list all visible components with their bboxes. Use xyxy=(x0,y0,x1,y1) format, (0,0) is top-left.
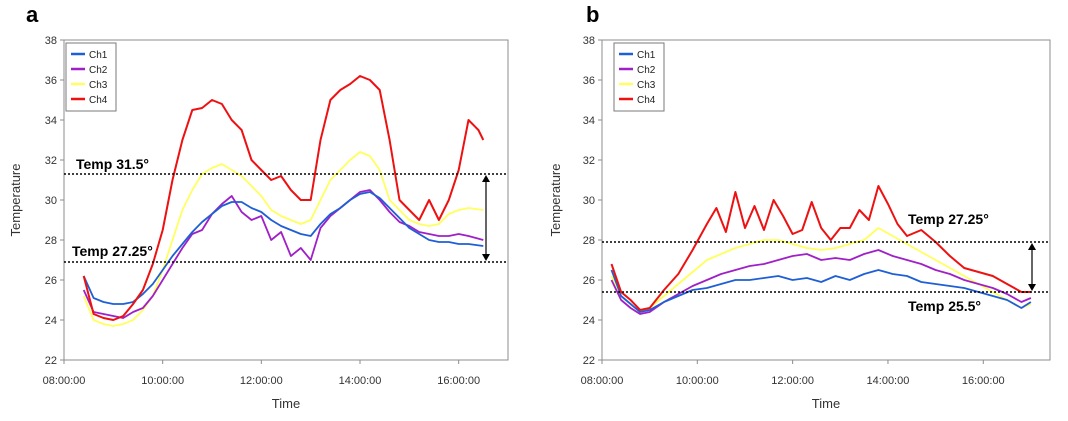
x-tick-label: 14:00:00 xyxy=(339,375,382,387)
series-line-ch3 xyxy=(610,227,1032,313)
legend-label-ch2: Ch2 xyxy=(637,65,656,76)
y-tick-label: 32 xyxy=(45,155,57,167)
series-line-ch1 xyxy=(610,269,1032,313)
y-tick-label: 34 xyxy=(45,115,57,127)
y-tick-label: 36 xyxy=(583,75,595,87)
threshold-label: Temp 31.5° xyxy=(76,156,149,172)
y-tick-label: 24 xyxy=(45,315,57,327)
legend-label-ch2: Ch2 xyxy=(89,65,108,76)
y-tick-label: 26 xyxy=(583,275,595,287)
y-tick-label: 28 xyxy=(45,235,57,247)
y-tick-label: 30 xyxy=(583,195,595,207)
legend-label-ch3: Ch3 xyxy=(637,80,656,91)
x-axis-label: Time xyxy=(272,396,300,411)
y-tick-label: 24 xyxy=(583,315,595,327)
series-line-ch1 xyxy=(82,191,484,305)
y-tick-label: 22 xyxy=(45,355,57,367)
y-tick-label: 26 xyxy=(45,275,57,287)
legend-label-ch4: Ch4 xyxy=(637,95,656,106)
x-tick-label: 12:00:00 xyxy=(240,375,283,387)
x-axis-label: Time xyxy=(812,396,840,411)
x-tick-label: 08:00:00 xyxy=(43,375,86,387)
threshold-label: Temp 25.5° xyxy=(908,298,981,314)
range-arrow-head-down xyxy=(1028,284,1036,291)
legend-label-ch3: Ch3 xyxy=(89,80,108,91)
range-arrow-head-up xyxy=(1028,243,1036,250)
series-line-ch4 xyxy=(82,75,485,321)
series-line-ch2 xyxy=(82,189,484,319)
chart-a-svg: 22 24 26 28 30 32 34 36 38 08:00:00 10:00:00 12:00:… xyxy=(8,35,509,411)
chart-b-svg: 22 24 26 28 30 32 34 36 38 08:00:00 10:00:00 12:00:… xyxy=(548,35,1051,411)
series-line-ch4 xyxy=(610,185,1031,311)
y-tick-label: 30 xyxy=(45,195,57,207)
x-tick-label: 08:00:00 xyxy=(581,375,624,387)
y-axis-label: Temperature xyxy=(8,164,23,237)
y-tick-label: 36 xyxy=(45,75,57,87)
legend-label-ch4: Ch4 xyxy=(89,95,108,106)
chart-panel-b: b 22 24 26 28 30 32 34 36 38 08:00:00 10:00:00 12:0… xyxy=(534,0,1068,421)
x-tick-label: 10:00:00 xyxy=(676,375,719,387)
plot-area xyxy=(601,39,1051,361)
y-tick-label: 22 xyxy=(583,355,595,367)
y-axis-label: Temperature xyxy=(548,164,563,237)
y-tick-label: 28 xyxy=(583,235,595,247)
y-tick-label: 34 xyxy=(583,115,595,127)
legend-label-ch1: Ch1 xyxy=(637,50,656,61)
panel-label-a: a xyxy=(26,2,39,27)
y-tick-label: 38 xyxy=(583,35,595,47)
threshold-label: Temp 27.25° xyxy=(72,243,153,259)
x-tick-label: 12:00:00 xyxy=(771,375,814,387)
x-tick-label: 10:00:00 xyxy=(141,375,184,387)
y-tick-label: 38 xyxy=(45,35,57,47)
threshold-label: Temp 27.25° xyxy=(908,211,989,227)
plot-area xyxy=(63,39,509,361)
x-tick-label: 16:00:00 xyxy=(437,375,480,387)
range-arrow-head-down xyxy=(482,254,490,261)
x-tick-label: 14:00:00 xyxy=(867,375,910,387)
legend-label-ch1: Ch1 xyxy=(89,50,108,61)
chart-panel-a: a 22 24 26 28 30 32 34 36 38 08:00:00 10:00:00 12:0… xyxy=(8,2,509,411)
y-tick-label: 32 xyxy=(583,155,595,167)
panel-label-b: b xyxy=(586,2,600,27)
x-tick-label: 16:00:00 xyxy=(962,375,1005,387)
range-arrow-head-up xyxy=(482,175,490,182)
